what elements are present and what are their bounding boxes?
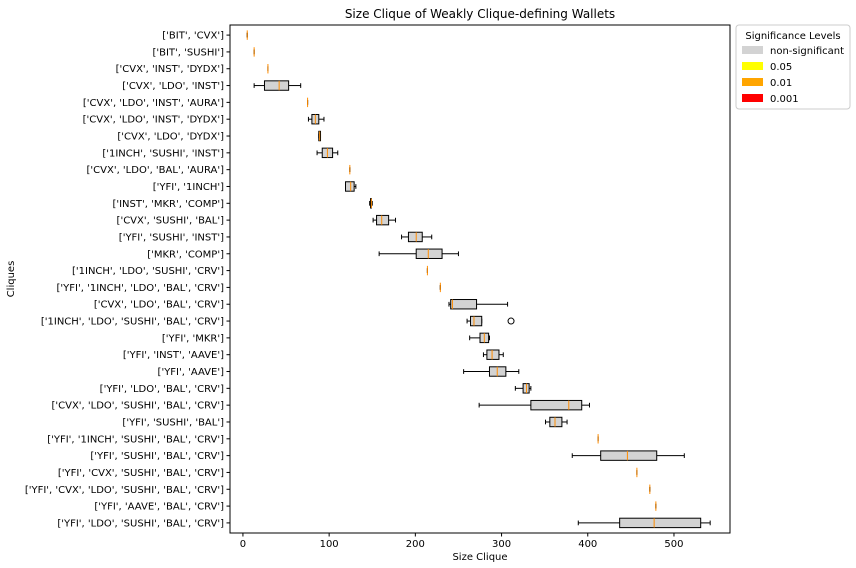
box-iqr <box>600 450 658 461</box>
box-16 <box>448 299 509 310</box>
y-tick-label: ['CVX', 'INST', 'DYDX'] <box>116 64 224 75</box>
x-tick-label: 200 <box>406 539 425 550</box>
y-axis-label: Cliques <box>6 261 17 298</box>
y-tick-label: ['YFI', 'AAVE'] <box>158 367 225 378</box>
box-iqr <box>415 248 443 259</box>
legend: Significance Levels non-significant 0.05 0… <box>735 24 851 110</box>
box-10 <box>369 198 373 209</box>
legend-swatch <box>742 62 763 70</box>
x-tick-label: 100 <box>320 539 339 550</box>
box-7 <box>316 147 339 159</box>
legend-entries: non-significant 0.05 0.01 0.001 <box>742 46 844 105</box>
y-tick-label: ['CVX', 'SUSHI', 'BAL'] <box>117 216 225 227</box>
box-22 <box>478 399 590 411</box>
boxes-layer <box>246 30 711 529</box>
legend-label: 0.001 <box>770 94 799 105</box>
box-12 <box>401 231 433 243</box>
y-tick-label: ['YFI', 'AAVE', 'BAL', 'CRV'] <box>94 502 224 513</box>
box-iqr <box>345 181 355 192</box>
y-tick-label: ['YFI', 'LDO', 'BAL', 'CRV'] <box>100 384 224 395</box>
y-tick-label: ['YFI', 'CVX', 'SUSHI', 'BAL', 'CRV'] <box>58 468 224 479</box>
legend-label: 0.05 <box>770 62 792 73</box>
box-iqr <box>549 416 563 428</box>
legend-frame <box>735 24 851 110</box>
legend-title: Significance Levels <box>745 31 840 42</box>
box-13 <box>378 248 459 259</box>
x-axis: 0 100 200 300 400 500 <box>240 533 684 550</box>
box-iqr <box>376 214 390 226</box>
plot-area <box>229 24 731 534</box>
y-tick-label: ['CVX', 'LDO', 'INST'] <box>122 81 224 92</box>
legend-swatch <box>742 46 763 54</box>
box-iqr <box>486 349 500 360</box>
y-tick-label: ['YFI', 'SUSHI', 'BAL', 'CRV'] <box>90 451 224 462</box>
y-tick-label: ['CVX', 'LDO', 'BAL', 'CRV'] <box>94 300 224 311</box>
y-axis: ['BIT', 'CVX'] ['BIT', 'SUSHI'] ['CVX', 'I… <box>25 31 230 529</box>
y-tick-label: ['CVX', 'LDO', 'BAL', 'AURA'] <box>87 165 225 176</box>
box-iqr <box>407 231 423 243</box>
y-tick-label: ['CVX', 'LDO', 'DYDX'] <box>117 132 224 143</box>
x-tick-label: 400 <box>578 539 597 550</box>
box-iqr <box>450 299 478 310</box>
y-tick-label: ['YFI', '1INCH'] <box>153 182 224 193</box>
y-tick-label: ['CVX', 'LDO', 'SUSHI', 'BAL', 'CRV'] <box>51 401 224 412</box>
box-17 <box>466 315 515 327</box>
y-tick-label: ['CVX', 'LDO', 'INST', 'DYDX'] <box>83 115 224 126</box>
box-19 <box>482 349 504 360</box>
box-23 <box>545 416 568 428</box>
y-tick-label: ['YFI', 'INST', 'AAVE'] <box>123 350 224 361</box>
y-tick-label: ['1INCH', 'SUSHI', 'INST'] <box>102 148 224 159</box>
legend-entry: 0.001 <box>742 94 799 105</box>
x-tick-label: 300 <box>492 539 511 550</box>
y-tick-label: ['CVX', 'LDO', 'INST', 'AURA'] <box>83 98 224 109</box>
y-tick-label: ['YFI', 'LDO', 'SUSHI', 'BAL', 'CRV'] <box>57 518 224 529</box>
y-tick-label: ['MKR', 'COMP'] <box>147 249 224 260</box>
legend-swatch <box>742 94 763 102</box>
box-20 <box>463 366 520 377</box>
chart-title: Size Clique of Weakly Clique-defining Wa… <box>345 7 615 21</box>
legend-entry: 0.05 <box>742 62 792 73</box>
box-iqr <box>470 315 483 327</box>
legend-label: non-significant <box>770 46 844 57</box>
box-iqr <box>530 399 583 411</box>
box-21 <box>514 383 532 394</box>
box-25 <box>571 450 685 461</box>
y-tick-label: ['YFI', '1INCH', 'SUSHI', 'BAL', 'CRV'] <box>47 434 224 445</box>
outlier-point <box>507 317 515 325</box>
y-tick-label: ['1INCH', 'LDO', 'SUSHI', 'CRV'] <box>72 266 224 277</box>
box-6 <box>318 130 322 142</box>
y-tick-label: ['INST', 'MKR', 'COMP'] <box>112 199 224 210</box>
x-axis-label: Size Clique <box>452 552 507 563</box>
y-tick-label: ['YFI', 'SUSHI', 'INST'] <box>119 232 224 243</box>
box-18 <box>469 332 490 344</box>
legend-swatch <box>742 78 763 86</box>
box-3 <box>253 80 302 91</box>
box-9 <box>345 181 357 192</box>
y-tick-label: ['YFI', '1INCH', 'LDO', 'BAL', 'CRV'] <box>57 283 225 294</box>
y-tick-label: ['BIT', 'SUSHI'] <box>152 47 224 58</box>
x-tick-label: 500 <box>664 539 683 550</box>
y-tick-label: ['1INCH', 'LDO', 'SUSHI', 'BAL', 'CRV'] <box>41 317 224 328</box>
box-5 <box>307 113 325 125</box>
y-tick-label: ['BIT', 'CVX'] <box>162 31 224 42</box>
box-iqr <box>263 80 290 91</box>
y-tick-label: ['YFI', 'CVX', 'LDO', 'SUSHI', 'BAL', 'C… <box>25 485 224 496</box>
legend-entry: 0.01 <box>742 78 792 89</box>
box-29 <box>577 517 711 529</box>
y-tick-label: ['YFI', 'SUSHI', 'BAL'] <box>122 417 224 428</box>
x-tick-label: 0 <box>240 539 246 550</box>
legend-label: 0.01 <box>770 78 792 89</box>
y-tick-label: ['YFI', 'MKR'] <box>162 333 224 344</box>
box-iqr <box>619 517 702 529</box>
legend-entry: non-significant <box>742 46 844 57</box>
box-11 <box>372 214 397 226</box>
